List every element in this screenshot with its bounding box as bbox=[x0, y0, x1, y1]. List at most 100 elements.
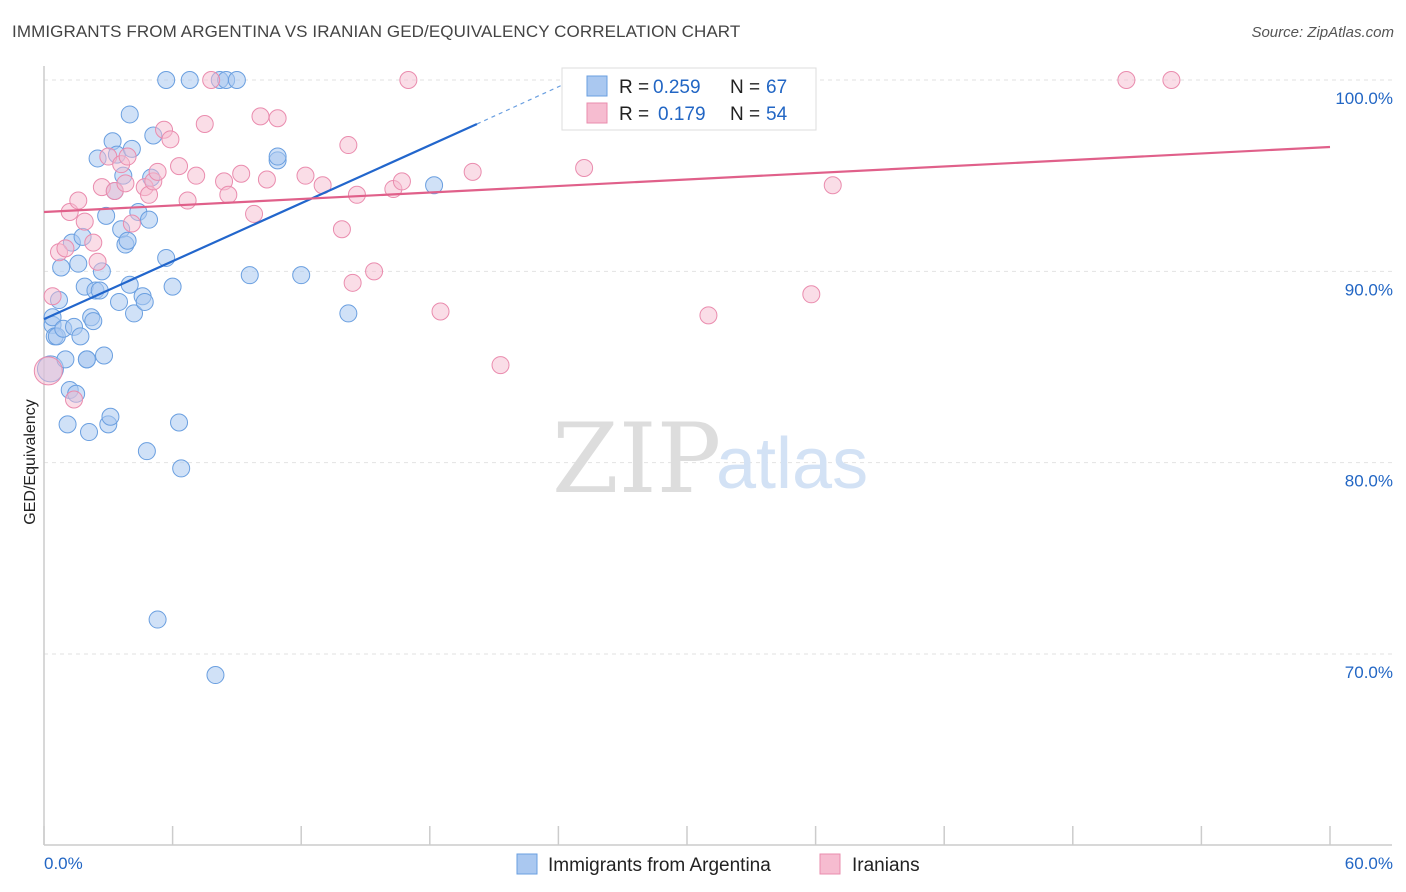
data-point-iranians bbox=[296, 166, 315, 185]
data-point-argentina bbox=[170, 413, 189, 432]
legend-n-value-iranians: 54 bbox=[766, 104, 788, 125]
data-point-argentina bbox=[172, 459, 191, 478]
legend-bottom-label-argentina: Immigrants from Argentina bbox=[548, 855, 771, 876]
legend-bottom-swatch-iranians bbox=[819, 853, 841, 875]
data-point-iranians bbox=[122, 214, 141, 233]
chart-title: IMMIGRANTS FROM ARGENTINA VS IRANIAN GED… bbox=[12, 22, 741, 41]
watermark: ZIP atlas bbox=[552, 403, 868, 515]
data-point-argentina bbox=[58, 415, 77, 434]
data-point-argentina bbox=[80, 423, 99, 442]
trend-line-argentina bbox=[43, 123, 478, 321]
data-point-iranians bbox=[1117, 71, 1136, 89]
grid-lines bbox=[44, 79, 1392, 655]
data-point-iranians bbox=[178, 191, 197, 210]
data-point-iranians bbox=[84, 233, 103, 252]
data-point-iranians bbox=[245, 204, 264, 223]
data-point-argentina bbox=[101, 407, 120, 426]
data-point-argentina bbox=[339, 304, 358, 323]
trend-line-iranians bbox=[43, 145, 1331, 214]
data-point-iranians bbox=[170, 157, 189, 176]
y-tick-labels: 70.0% 80.0% 90.0% 100.0% bbox=[1335, 89, 1393, 682]
data-point-iranians bbox=[88, 252, 107, 271]
data-point-argentina bbox=[71, 327, 90, 346]
legend-r-label-iranians: R = bbox=[619, 104, 649, 125]
data-point-iranians bbox=[65, 390, 84, 409]
data-point-argentina bbox=[157, 71, 176, 89]
data-point-iranians bbox=[802, 285, 821, 304]
data-point-iranians bbox=[1162, 71, 1181, 89]
data-point-iranians bbox=[365, 262, 384, 281]
y-tick-label: 90.0% bbox=[1345, 280, 1393, 299]
data-point-argentina bbox=[125, 304, 144, 323]
data-point-argentina bbox=[425, 176, 444, 195]
data-point-argentina bbox=[118, 231, 137, 250]
data-point-iranians bbox=[33, 356, 63, 386]
data-point-iranians bbox=[251, 107, 270, 126]
data-point-iranians bbox=[116, 174, 135, 193]
data-point-iranians bbox=[56, 239, 75, 258]
legend-swatch-iranians bbox=[586, 102, 608, 124]
data-point-iranians bbox=[399, 71, 418, 89]
data-point-argentina bbox=[140, 210, 159, 229]
watermark-atlas: atlas bbox=[716, 424, 868, 504]
data-point-iranians bbox=[699, 306, 718, 325]
series-iranians-points bbox=[33, 71, 1181, 409]
data-point-argentina bbox=[268, 147, 287, 166]
data-point-iranians bbox=[332, 220, 351, 239]
data-point-iranians bbox=[491, 356, 510, 375]
axes bbox=[43, 66, 1392, 846]
watermark-zip: ZIP bbox=[552, 403, 721, 515]
x-tick-labels: 0.0% 60.0% bbox=[44, 854, 1393, 873]
y-axis-title: GED/Equivalency bbox=[22, 399, 39, 524]
data-point-iranians bbox=[575, 159, 594, 178]
data-point-iranians bbox=[339, 136, 358, 155]
legend-r-value-argentina: 0.259 bbox=[653, 77, 701, 98]
trend-line-argentina-extension bbox=[476, 83, 566, 125]
data-point-iranians bbox=[195, 115, 214, 134]
data-point-iranians bbox=[232, 164, 251, 183]
data-point-argentina bbox=[292, 266, 311, 285]
data-point-argentina bbox=[52, 258, 71, 277]
legend-n-label-iranians: N = bbox=[730, 104, 760, 125]
data-point-argentina bbox=[135, 292, 154, 311]
data-point-iranians bbox=[69, 191, 88, 210]
x-tick-label-max: 60.0% bbox=[1345, 854, 1393, 873]
data-point-argentina bbox=[148, 610, 167, 629]
data-point-argentina bbox=[84, 312, 103, 331]
data-point-iranians bbox=[268, 109, 287, 128]
legend-series: Immigrants from Argentina Iranians bbox=[516, 853, 920, 876]
data-point-argentina bbox=[180, 71, 199, 89]
y-tick-label: 80.0% bbox=[1345, 472, 1393, 491]
y-tick-label: 100.0% bbox=[1335, 89, 1393, 108]
legend-r-value-iranians: 0.179 bbox=[658, 104, 706, 125]
source-label: Source: ZipAtlas.com bbox=[1251, 24, 1394, 41]
data-point-argentina bbox=[240, 266, 259, 285]
data-point-iranians bbox=[219, 185, 238, 204]
legend-bottom-swatch-argentina bbox=[516, 853, 538, 875]
data-point-iranians bbox=[257, 170, 276, 189]
series-argentina-points bbox=[36, 71, 444, 685]
trend-lines bbox=[43, 83, 1331, 321]
data-point-argentina bbox=[206, 666, 225, 685]
data-point-iranians bbox=[187, 166, 206, 185]
legend-swatch-argentina bbox=[586, 75, 608, 97]
data-point-argentina bbox=[69, 254, 88, 273]
data-point-iranians bbox=[823, 176, 842, 195]
data-point-argentina bbox=[227, 71, 246, 89]
data-point-iranians bbox=[343, 273, 362, 292]
data-point-iranians bbox=[431, 302, 450, 321]
data-point-argentina bbox=[120, 105, 139, 124]
data-point-iranians bbox=[202, 71, 221, 89]
legend-n-label-argentina: N = bbox=[730, 77, 760, 98]
legend-r-label-argentina: R = bbox=[619, 77, 649, 98]
data-point-iranians bbox=[161, 130, 180, 149]
legend-n-value-argentina: 67 bbox=[766, 77, 787, 98]
data-point-iranians bbox=[118, 147, 137, 166]
data-point-argentina bbox=[163, 277, 182, 296]
data-point-argentina bbox=[97, 206, 116, 225]
data-point-iranians bbox=[392, 172, 411, 191]
data-point-argentina bbox=[137, 442, 156, 461]
data-point-argentina bbox=[110, 292, 129, 311]
data-point-iranians bbox=[43, 287, 62, 306]
